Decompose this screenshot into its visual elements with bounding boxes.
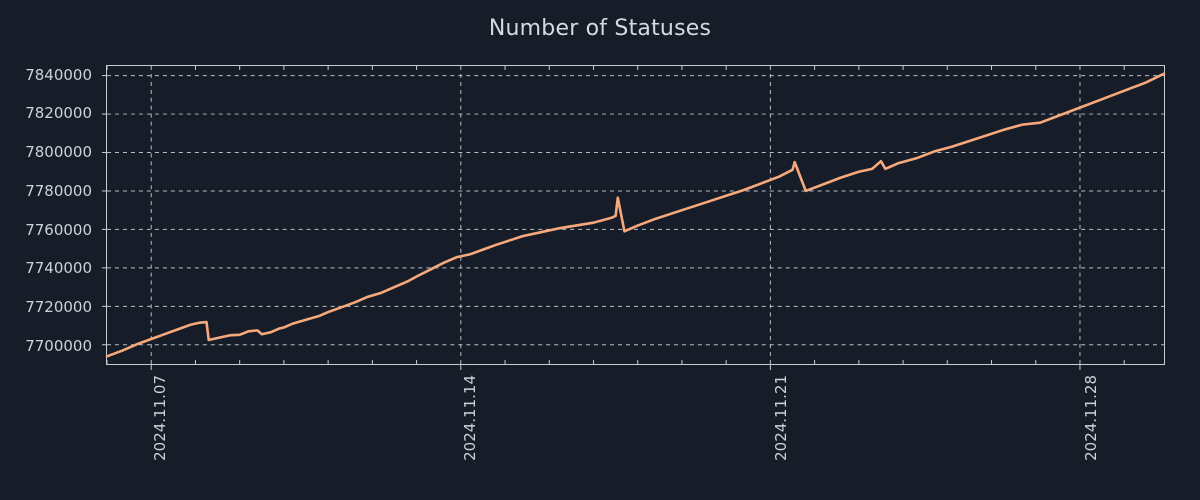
x-axis-tick-label: 2024.11.14	[461, 375, 480, 461]
y-axis-tick-label: 7800000	[25, 143, 92, 162]
x-axis-tick-label: 2024.11.28	[1081, 375, 1100, 461]
series-polyline	[105, 72, 1166, 358]
y-axis-tick-label: 7700000	[25, 336, 92, 355]
page-title: Number of Statuses	[488, 16, 712, 41]
gridlines	[107, 66, 1164, 364]
y-axis-tick-label: 7740000	[25, 259, 92, 278]
y-axis-tick-label: 7840000	[25, 65, 92, 84]
y-axis-tick-label: 7760000	[25, 220, 92, 239]
series-line-number-of-statuses	[105, 72, 1166, 358]
x-axis-tick-label: 2024.11.07	[151, 375, 170, 461]
y-axis-tick-label: 7720000	[25, 297, 92, 316]
x-axis-tick-label: 2024.11.21	[771, 375, 790, 461]
y-axis-tick-label: 7780000	[25, 181, 92, 200]
plot-area	[102, 65, 1166, 370]
y-axis-tick-label: 7820000	[25, 104, 92, 123]
axis-ticks	[102, 66, 1125, 370]
